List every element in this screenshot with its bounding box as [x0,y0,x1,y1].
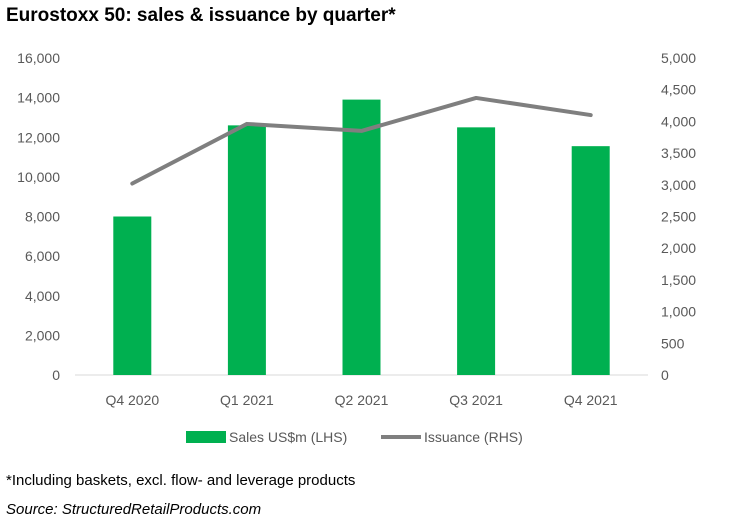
sales-bar [457,127,496,375]
right-tick-label: 1,000 [661,304,696,320]
right-tick-label: 1,500 [661,272,696,288]
right-tick-label: 0 [661,367,669,383]
x-tick-label: Q1 2021 [220,392,274,408]
chart-title: Eurostoxx 50: sales & issuance by quarte… [6,5,396,26]
left-tick-label: 10,000 [17,169,60,185]
left-tick-label: 12,000 [17,129,60,145]
left-axis-ticks: 0 2,000 4,000 6,000 8,000 10,000 12,000 14,000 1… [17,50,60,383]
right-tick-label: 2,000 [661,240,696,256]
left-tick-label: 6,000 [25,248,60,264]
sales-bars [113,99,610,375]
right-axis-ticks: 0 500 1,000 1,500 2,000 2,500 3,000 3,500 4,000 4… [661,50,696,383]
sales-bar [571,146,610,375]
source-note: Source: StructuredRetailProducts.com [6,501,262,518]
footnote: *Including baskets, excl. flow- and leve… [6,472,356,489]
right-tick-label: 3,500 [661,145,696,161]
issuance-line [130,95,593,186]
sales-bar [113,216,152,375]
x-tick-label: Q4 2021 [564,392,618,408]
x-axis-ticks: Q4 2020 Q1 2021 Q2 2021 Q3 2021 Q4 2021 [105,392,617,408]
legend-label-sales: Sales US$m (LHS) [229,429,347,445]
right-tick-label: 3,000 [661,177,696,193]
left-tick-label: 4,000 [25,288,60,304]
legend: Sales US$m (LHS) Issuance (RHS) [186,429,523,445]
x-tick-label: Q2 2021 [335,392,389,408]
left-tick-label: 16,000 [17,50,60,66]
right-tick-label: 4,500 [661,82,696,98]
right-tick-label: 500 [661,335,685,351]
legend-label-issuance: Issuance (RHS) [424,429,523,445]
x-tick-label: Q3 2021 [449,392,503,408]
left-tick-label: 0 [52,367,60,383]
right-tick-label: 2,500 [661,209,696,225]
x-tick-label: Q4 2020 [105,392,159,408]
left-tick-label: 2,000 [25,327,60,343]
legend-swatch-sales [186,431,226,443]
right-tick-label: 5,000 [661,50,696,66]
sales-bar [342,99,381,375]
sales-bar [227,125,266,375]
right-tick-label: 4,000 [661,113,696,129]
left-tick-label: 14,000 [17,90,60,106]
combo-chart: 0 2,000 4,000 6,000 8,000 10,000 12,000 14,000 1… [17,50,696,445]
left-tick-label: 8,000 [25,209,60,225]
